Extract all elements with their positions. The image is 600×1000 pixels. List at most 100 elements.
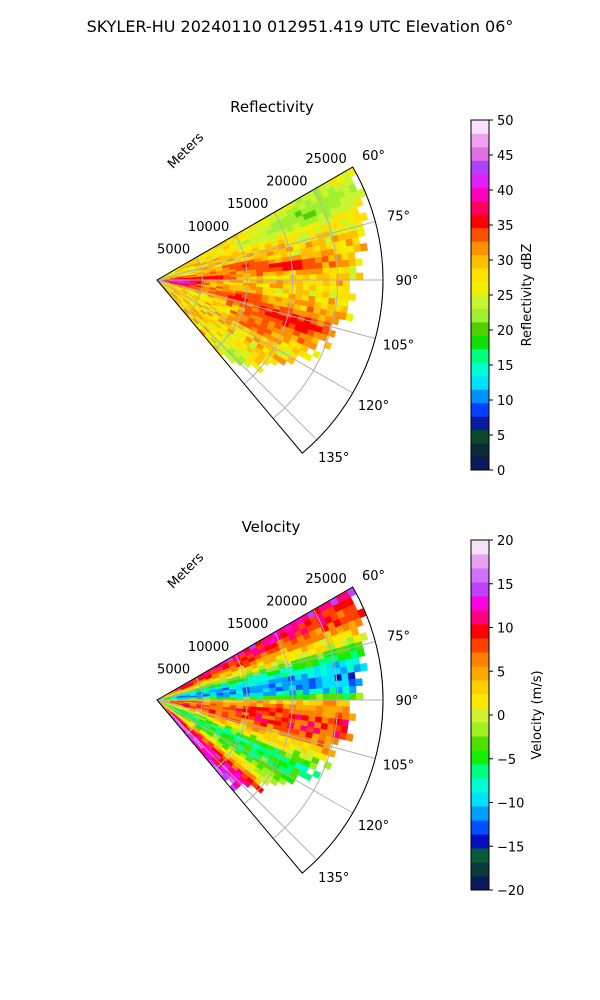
colorbar-tick-label: 15 <box>497 578 514 593</box>
reflectivity-panel: Reflectivity 5000 10000 15000 20000 25000 60°… <box>156 98 535 479</box>
field-cell <box>355 678 363 687</box>
field-cell <box>261 777 271 787</box>
colorbar-tick-label: 35 <box>497 219 514 234</box>
field-cell <box>341 679 350 688</box>
field-cell <box>322 267 330 275</box>
field-cell <box>356 228 366 238</box>
field-cell <box>302 683 310 691</box>
colorbar-tick-label: 10 <box>497 394 514 409</box>
field-cell <box>312 770 322 779</box>
field-cell <box>277 357 287 366</box>
colorbar-swatch <box>471 227 489 242</box>
field-cell <box>302 284 310 291</box>
colorbar-swatch <box>471 708 489 723</box>
field-cell <box>256 699 264 704</box>
azimuth-tick-label: 120° <box>358 819 389 834</box>
field-cell <box>328 291 337 299</box>
field-cell <box>353 243 362 253</box>
field-cell <box>249 699 257 704</box>
field-cell <box>249 276 257 281</box>
field-cell <box>356 272 364 281</box>
field-cell <box>223 274 231 278</box>
field-cell <box>349 685 357 694</box>
field-cell <box>342 266 350 274</box>
field-cell <box>355 258 363 267</box>
field-cell <box>249 272 257 277</box>
range-ring <box>214 654 248 770</box>
field-cell <box>315 268 324 275</box>
field-cell <box>296 269 304 276</box>
colorbar-swatch <box>471 694 489 709</box>
field-cell <box>296 704 304 711</box>
field-cell <box>276 695 284 701</box>
field-cell <box>353 663 362 673</box>
field-cell <box>349 692 357 701</box>
field-cell <box>255 688 264 694</box>
colorbar-swatch <box>471 750 489 765</box>
field-cell <box>242 359 252 369</box>
colorbar-swatch <box>471 624 489 639</box>
colorbar-swatch <box>471 568 489 583</box>
field-cell <box>296 694 304 701</box>
field-cell <box>342 273 350 281</box>
field-cell <box>283 699 291 705</box>
range-ring <box>272 189 339 419</box>
colorbar-swatch <box>471 554 489 569</box>
panel-title: Reflectivity <box>230 98 314 116</box>
field-cell <box>236 273 244 278</box>
colorbar-swatch <box>471 834 489 849</box>
field-cell <box>296 689 304 696</box>
field-cell <box>327 254 336 263</box>
field-cell <box>301 678 310 685</box>
field-cell <box>289 704 297 710</box>
field-cell <box>289 279 297 286</box>
colorbar-swatch <box>471 582 489 597</box>
field-cell <box>315 290 323 298</box>
field-cell <box>341 252 349 261</box>
field-cell <box>229 274 237 278</box>
colorbar-swatch <box>471 335 489 350</box>
range-ring <box>185 257 203 316</box>
field-cell <box>341 672 349 681</box>
field-cell <box>329 273 337 281</box>
field-cell <box>289 274 297 281</box>
field-cell <box>262 687 270 693</box>
field-cell <box>263 695 271 701</box>
azimuth-spoke <box>156 699 353 814</box>
figure-title: SKYLER-HU 20240110 012951.419 UTC Elevat… <box>87 17 514 36</box>
field-cell <box>256 692 264 697</box>
field-cell <box>276 690 284 697</box>
azimuth-spoke <box>156 279 318 441</box>
colorbar-swatch <box>471 241 489 256</box>
field-cell <box>321 675 330 683</box>
field-cell <box>308 677 316 685</box>
field-cell <box>296 699 304 706</box>
field-cell <box>341 719 349 728</box>
colorbar-swatch <box>471 429 489 444</box>
colorbar-swatch <box>471 443 489 458</box>
field-cell <box>242 693 251 698</box>
sector-frame <box>156 586 384 874</box>
field-cell <box>249 692 257 697</box>
field-cell <box>269 703 277 709</box>
field-cell <box>308 710 317 717</box>
field-cell <box>223 694 231 698</box>
field-cell <box>329 267 337 275</box>
field-cell <box>326 668 335 677</box>
field-cell <box>302 704 310 711</box>
colorbar-tick-label: 45 <box>497 149 514 164</box>
field-cell <box>282 270 291 276</box>
field-cell <box>341 259 350 268</box>
field-cell <box>322 711 330 719</box>
field-cell <box>289 694 297 701</box>
colorbar-swatch <box>471 876 489 891</box>
field-cell <box>323 761 333 770</box>
field-cell <box>282 284 291 290</box>
field-cell <box>348 713 357 722</box>
field-cell <box>295 289 304 296</box>
field-cell <box>342 686 350 694</box>
field-cell <box>326 248 335 257</box>
field-cell <box>327 749 337 758</box>
field-cell <box>329 687 337 695</box>
colorbar-swatch <box>471 666 489 681</box>
